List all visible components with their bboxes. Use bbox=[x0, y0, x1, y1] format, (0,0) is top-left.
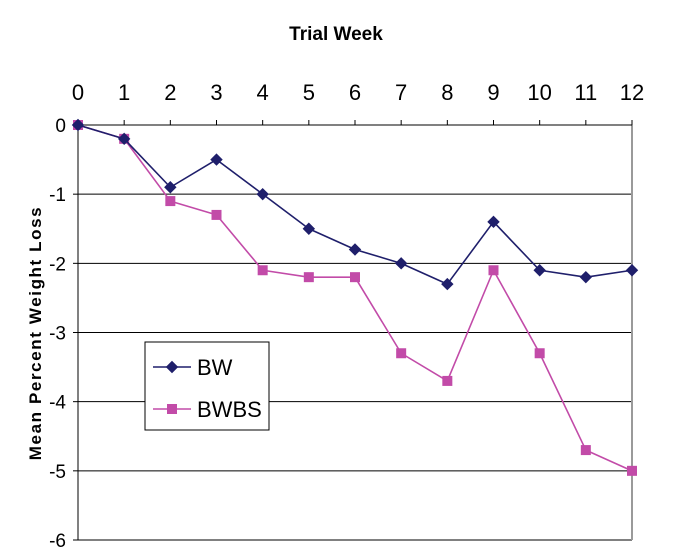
x-tick-label: 0 bbox=[72, 80, 84, 105]
x-tick-label: 10 bbox=[527, 80, 551, 105]
data-point-bw bbox=[625, 264, 639, 277]
y-tick-label: -3 bbox=[49, 324, 66, 345]
data-point-bw bbox=[302, 222, 316, 235]
data-point-bw bbox=[533, 264, 546, 277]
legend: BW BWBS bbox=[144, 341, 270, 431]
x-tick-label: 9 bbox=[487, 80, 499, 105]
legend-label-bwbs: BWBS bbox=[197, 397, 262, 422]
legend-box bbox=[144, 341, 270, 431]
data-point-bwbs bbox=[534, 348, 545, 359]
data-point-bw bbox=[117, 132, 131, 146]
data-point-bwbs bbox=[211, 209, 222, 220]
x-tick-label: 1 bbox=[118, 80, 130, 105]
series-group bbox=[71, 118, 639, 476]
y-tick-label: -6 bbox=[49, 531, 66, 552]
x-tick-label: 7 bbox=[395, 80, 407, 105]
data-point-bw bbox=[256, 187, 269, 201]
legend-marker-bw bbox=[165, 360, 179, 374]
x-tick-label: 6 bbox=[349, 80, 361, 105]
data-point-bwbs bbox=[350, 272, 360, 283]
y-tick-label: -1 bbox=[49, 185, 66, 206]
data-point-bw bbox=[394, 257, 408, 270]
y-axis-label: Mean Percent Weight Loss bbox=[26, 206, 45, 460]
data-point-bwbs bbox=[165, 196, 176, 207]
y-tick-label: -5 bbox=[49, 462, 66, 483]
x-tick-label: 3 bbox=[210, 80, 222, 105]
series-line-bw bbox=[77, 124, 633, 285]
data-point-bw bbox=[487, 215, 500, 229]
data-point-bw bbox=[71, 118, 85, 132]
y-tick-label: -2 bbox=[49, 254, 66, 275]
x-tick-label: 11 bbox=[574, 80, 597, 105]
chart-title: Trial Week bbox=[289, 24, 383, 45]
data-point-bwbs bbox=[442, 375, 453, 386]
data-point-bwbs bbox=[303, 272, 314, 283]
y-tick-label: 0 bbox=[55, 116, 66, 137]
x-tick-label: 8 bbox=[441, 80, 453, 105]
legend-marker-bwbs bbox=[167, 404, 177, 414]
data-point-bwbs bbox=[627, 465, 637, 476]
data-point-bw bbox=[210, 153, 223, 166]
data-point-bwbs bbox=[580, 445, 591, 456]
series-bw bbox=[71, 118, 639, 291]
data-point-bw bbox=[164, 181, 177, 194]
x-tick-label: 4 bbox=[257, 80, 269, 105]
data-point-bwbs bbox=[396, 348, 407, 359]
x-tick-label: 2 bbox=[164, 80, 176, 105]
legend-label-bw: BW bbox=[197, 355, 233, 380]
x-tick-label: 5 bbox=[303, 80, 315, 105]
y-tick-label: -4 bbox=[49, 393, 66, 414]
data-point-bw bbox=[579, 270, 593, 284]
data-point-bwbs bbox=[257, 265, 268, 276]
data-point-bw bbox=[348, 243, 362, 256]
data-point-bw bbox=[441, 277, 454, 291]
x-tick-label: 12 bbox=[620, 80, 644, 105]
tick-labels: 0 1 2 3 4 5 6 7 8 9 10 11 120-1-2-3-4-5-6 bbox=[49, 80, 644, 552]
data-point-bwbs bbox=[488, 265, 499, 276]
